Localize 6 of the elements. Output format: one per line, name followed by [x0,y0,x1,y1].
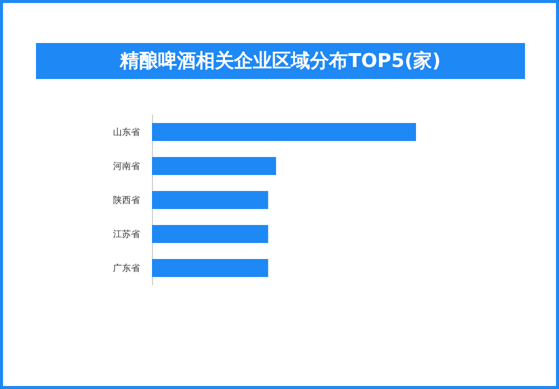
y-tick-label: 河南省 [113,161,140,171]
y-tick-label: 陕西省 [113,195,140,205]
chart-title: 精酿啤酒相关企业区域分布TOP5(家) [36,43,525,79]
y-tick-label: 江苏省 [113,229,140,239]
y-tick-label: 广东省 [113,263,140,273]
y-tick-label: 山东省 [113,127,140,137]
